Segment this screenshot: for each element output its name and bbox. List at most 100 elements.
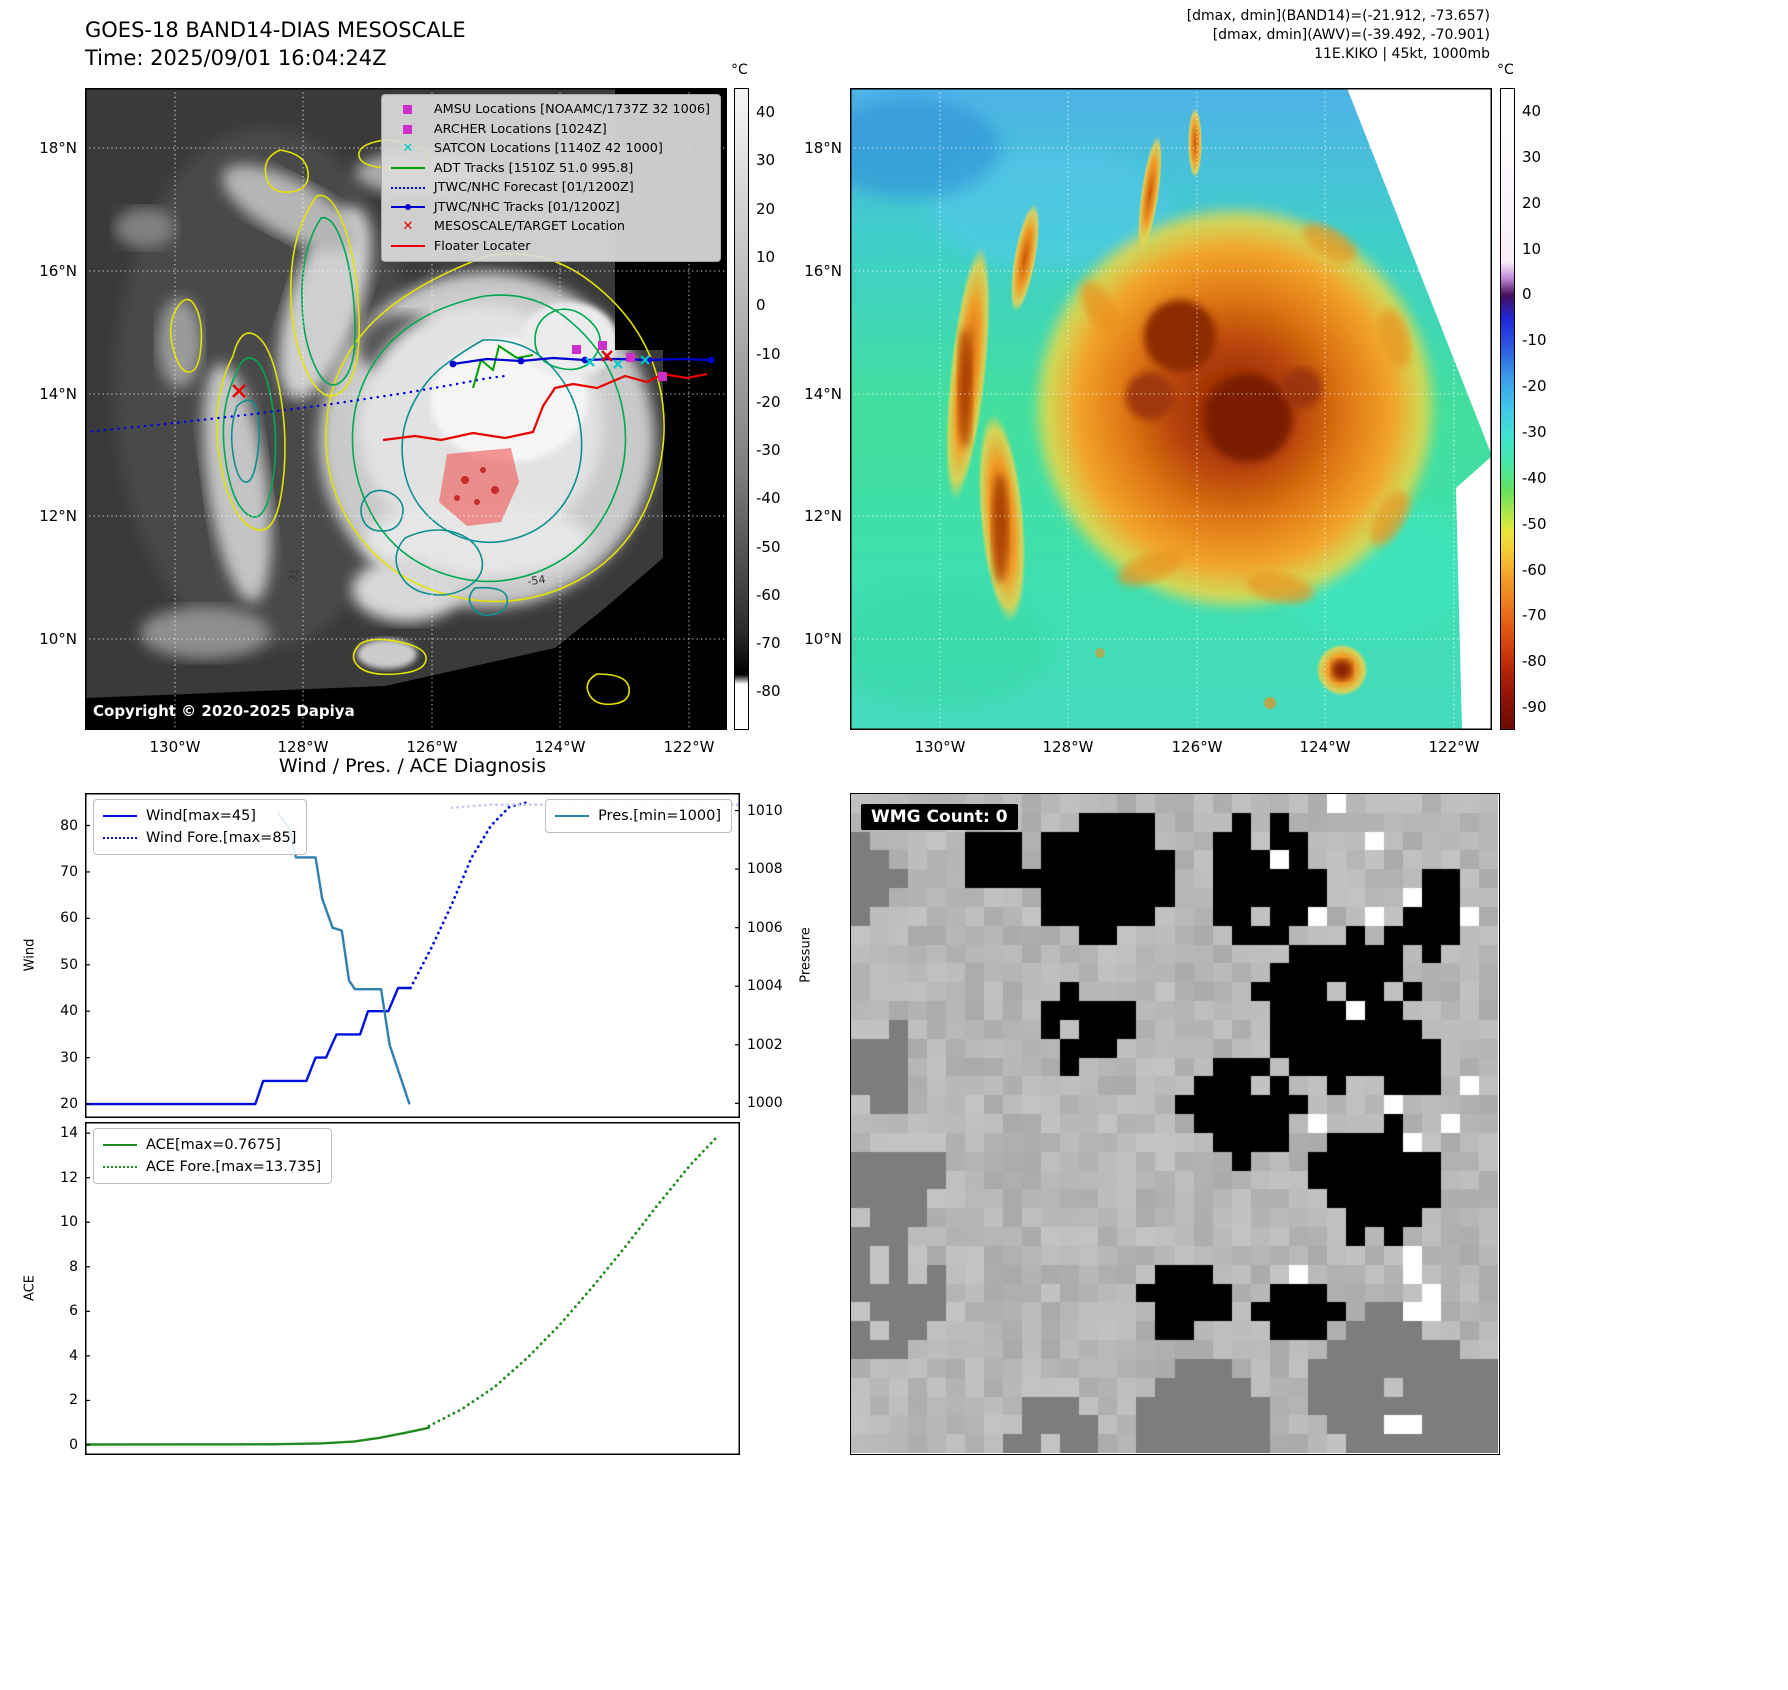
- lon-tick-label: 126°W: [1171, 738, 1223, 756]
- legend-label: AMSU Locations [NOAAMC/1737Z 32 1006]: [433, 102, 710, 118]
- colorbar-tick-label: -40: [1522, 468, 1547, 487]
- line-dot-marker-icon: [390, 203, 426, 211]
- series-Wind Fore.[max=85]: [409, 800, 529, 990]
- colorbar-tick-label: -20: [1522, 377, 1547, 396]
- floater-track: [382, 372, 708, 442]
- line-marker-icon: [390, 245, 426, 248]
- colorbar-tick-label: -60: [1522, 560, 1547, 579]
- colorbar-tick-label: -80: [756, 682, 781, 701]
- lat-tick-label: 10°N: [39, 630, 77, 648]
- wmg-grid-image: [851, 794, 1498, 1453]
- y-tick-label: 12: [60, 1169, 78, 1186]
- y2-tick-label: 1000: [747, 1095, 783, 1112]
- legend-item: Wind Fore.[max=85]: [102, 827, 296, 849]
- colorbar-tick-label: -10: [756, 344, 781, 363]
- y2-tick-label: 1008: [747, 861, 783, 878]
- square-marker-icon: [390, 124, 426, 134]
- colorbar-tick-label: 10: [756, 247, 776, 266]
- lon-tick-label: 128°W: [277, 738, 329, 756]
- wind-legend: Wind[max=45] Wind Fore.[max=85]: [93, 799, 308, 855]
- awv-colorbar-unit: °C: [1497, 62, 1514, 78]
- track-overlays: [85, 341, 715, 442]
- band14-map-legend: AMSU Locations [NOAAMC/1737Z 32 1006] ARC…: [380, 94, 721, 262]
- colorbar-tick-label: 30: [756, 151, 776, 170]
- y2-tick-label: 1006: [747, 919, 783, 936]
- legend-item: Pres.[min=1000]: [554, 805, 721, 827]
- convective-bands: [945, 108, 1202, 623]
- wind-pressure-chart: Wind[max=45] Wind Fore.[max=85] Pres.[min…: [60, 793, 783, 1118]
- y-tick-label: 30: [60, 1049, 78, 1066]
- target-region: [439, 448, 519, 526]
- y-tick-label: 6: [69, 1303, 78, 1320]
- no-data-region: [1347, 88, 1492, 730]
- awv-map-panel: [850, 88, 1492, 730]
- legend-item: ADT Tracks [1510Z 51.0 995.8]: [390, 159, 710, 179]
- legend-label: SATCON Locations [1140Z 42 1000]: [433, 141, 663, 157]
- y-tick-label: 80: [60, 817, 78, 834]
- lat-tick-label: 12°N: [804, 507, 842, 525]
- awv-colorbar-gradient: [1500, 88, 1515, 730]
- lat-tick-label: 18°N: [39, 139, 77, 157]
- legend-label: Wind Fore.[max=85]: [146, 830, 297, 846]
- lat-tick-label: 14°N: [804, 385, 842, 403]
- y-tick-label: 40: [60, 1003, 78, 1020]
- series-Pres.[min=1000]: [276, 812, 411, 1105]
- lat-tick-label: 12°N: [39, 507, 77, 525]
- pressure-legend: Pres.[min=1000]: [545, 799, 732, 833]
- colorbar-tick-label: -30: [1522, 422, 1547, 441]
- dotted-marker-icon: [102, 1166, 138, 1168]
- colorbar-tick-label: -10: [1522, 331, 1547, 350]
- ace-axis-label: ACE: [22, 1275, 38, 1301]
- yellow-contours: [169, 139, 665, 706]
- lat-tick-label: 18°N: [804, 139, 842, 157]
- y-tick-label: 4: [69, 1347, 78, 1364]
- svg-text:-31: -31: [285, 567, 301, 587]
- colorbar-tick-label: -40: [756, 489, 781, 508]
- lat-tick-label: 16°N: [804, 262, 842, 280]
- colorbar-tick-label: -50: [1522, 514, 1547, 533]
- legend-item: ARCHER Locations [1024Z]: [390, 120, 710, 140]
- band14-colorbar-unit: °C: [731, 62, 748, 78]
- colorbar-tick-label: -60: [756, 585, 781, 604]
- colorbar-tick-label: 0: [756, 296, 766, 315]
- ace-chart: ACE[max=0.7675] ACE Fore.[max=13.735] 0 2 4…: [60, 1122, 740, 1455]
- series-Wind[max=45]: [85, 986, 412, 1106]
- legend-label: JTWC/NHC Forecast [01/1200Z]: [433, 180, 634, 196]
- colorbar-tick-label: -90: [1522, 698, 1547, 717]
- colorbar-tick-label: -70: [1522, 606, 1547, 625]
- dotted-marker-icon: [102, 837, 138, 839]
- legend-item: ✕ SATCON Locations [1140Z 42 1000]: [390, 139, 710, 159]
- band14-colorbar-gradient: [734, 88, 749, 730]
- lat-tick-label: 16°N: [39, 262, 77, 280]
- colorbar-tick-label: -30: [756, 441, 781, 459]
- lon-tick-label: 124°W: [534, 738, 586, 756]
- band14-colorbar: °C 40 30 20 10 0 -10 -20 -30 -40 -50 -60 -70 -80: [731, 62, 804, 730]
- legend-label: ADT Tracks [1510Z 51.0 995.8]: [433, 160, 634, 176]
- lat-tick-label: 10°N: [804, 630, 842, 648]
- svg-text:-54: -54: [527, 573, 547, 588]
- y-tick-label: 70: [60, 863, 78, 880]
- lon-tick-label: 122°W: [1428, 738, 1480, 756]
- line-marker-icon: [102, 1144, 138, 1146]
- storm-core: [1030, 203, 1440, 613]
- band14-title: GOES-18 BAND14-DIAS MESOSCALE: [85, 18, 466, 42]
- band14-map-panel: -31 -54: [85, 88, 727, 730]
- y-tick-label: 2: [69, 1392, 78, 1409]
- line-marker-icon: [554, 815, 590, 817]
- legend-label: Pres.[min=1000]: [598, 808, 721, 824]
- legend-item: ✕ MESOSCALE/TARGET Location: [390, 217, 710, 237]
- legend-item: Wind[max=45]: [102, 805, 296, 827]
- colorbar-tick-label: 20: [756, 199, 776, 218]
- y2-tick-label: 1002: [747, 1036, 783, 1053]
- colorbar-tick-label: 40: [1522, 101, 1542, 120]
- awv-satellite-image: [850, 88, 1492, 730]
- satcon-x-markers: [585, 355, 650, 369]
- legend-item: Floater Locater: [390, 237, 710, 257]
- colorbar-tick-label: -50: [756, 537, 781, 556]
- lat-tick-label: 14°N: [39, 385, 77, 403]
- wmg-panel: WMG Count: 0: [850, 793, 1500, 1455]
- legend-item: JTWC/NHC Forecast [01/1200Z]: [390, 178, 710, 198]
- colorbar-tick-label: 40: [756, 103, 776, 122]
- water-vapor-texture: [850, 98, 1470, 708]
- legend-label: ARCHER Locations [1024Z]: [433, 121, 607, 137]
